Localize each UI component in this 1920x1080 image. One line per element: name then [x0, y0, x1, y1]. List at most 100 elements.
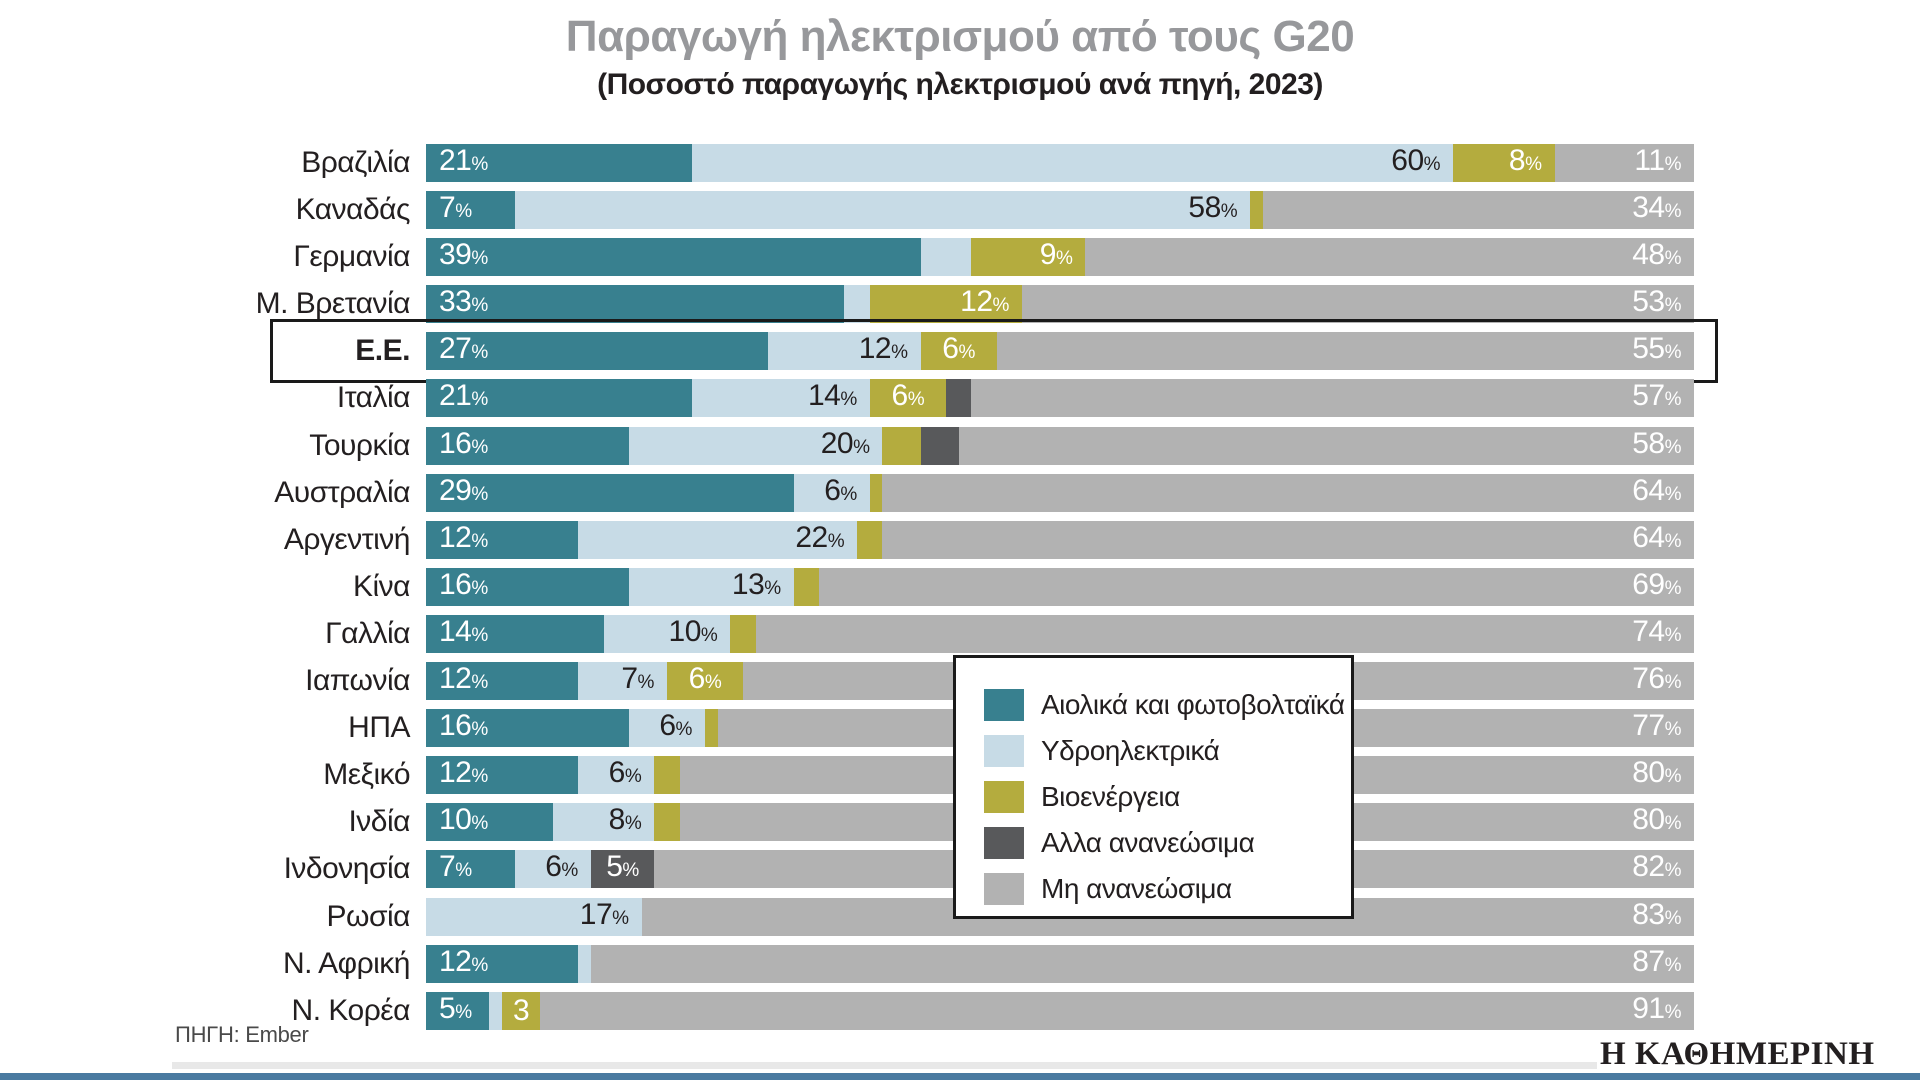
bar-row: Ρωσία 17% 83% — [156, 897, 1694, 936]
bar-row: Μεξικό 12% 6% 80% — [156, 756, 1694, 795]
bar-segment-hydro: 20% — [628, 426, 883, 465]
legend-item-hydro: Υδροηλεκτρικά — [984, 728, 1351, 774]
bar-segment-non-renewables: 91% — [540, 991, 1694, 1030]
country-label: Καναδάς — [295, 193, 411, 227]
bar-segment-bioenergy: 6% — [869, 379, 946, 418]
segment-value-label: 9% — [1039, 238, 1073, 272]
bar-segment-non-renewables: 87% — [590, 944, 1694, 983]
segment-value-label: 55% — [1632, 332, 1681, 366]
country-label: Ρωσία — [326, 899, 411, 933]
segment-value-label: 6% — [942, 332, 975, 366]
bar-segment-hydro: 60% — [692, 144, 1454, 182]
bar-segment-non-renewables: 48% — [1085, 238, 1694, 277]
bar-segment-bioenergy: 3 — [502, 991, 541, 1030]
bar-segment-hydro: 6% — [628, 709, 705, 748]
country-label: ΗΠΑ — [348, 711, 410, 745]
wind-solar-swatch-icon — [984, 689, 1024, 721]
segment-value-label: 7% — [621, 662, 654, 696]
bar-segment-wind-solar: 27% — [426, 332, 769, 371]
bar-segment-hydro: 7% — [578, 662, 667, 701]
bar-segment-wind-solar: 21% — [426, 379, 693, 418]
legend-label: Υδροηλεκτρικά — [1041, 735, 1220, 766]
chart-subtitle: (Ποσοστό παραγωγής ηλεκτρισμού ανά πηγή,… — [597, 68, 1323, 101]
segment-value-label: 6% — [688, 662, 722, 696]
segment-value-label: 16% — [439, 709, 488, 743]
segment-value-label: 64% — [1632, 473, 1681, 507]
country-label: Ιαπωνία — [305, 664, 410, 698]
segment-value-label: 33% — [439, 285, 488, 319]
segment-value-label: 12% — [439, 662, 488, 696]
bar-segment-wind-solar: 39% — [426, 238, 921, 277]
bar-segment-hydro — [578, 944, 591, 983]
segment-value-label: 5% — [606, 850, 639, 884]
segment-value-label: 5% — [439, 991, 472, 1025]
segment-value-label: 77% — [1632, 709, 1681, 743]
bioenergy-swatch-icon — [984, 781, 1024, 813]
country-label: Ν. Κορέα — [291, 993, 411, 1027]
bar-segment-bioenergy — [1250, 191, 1263, 230]
segment-value-label: 6% — [659, 709, 692, 743]
legend-label: Μη ανανεώσιμα — [1041, 873, 1232, 904]
stacked-bar: 39% 9% 48% — [426, 238, 1694, 277]
stacked-bar-chart: Βραζιλία 21% 60% 8% 11% Καναδάς 7% 58% 34% Γερμαν… — [156, 144, 1718, 1030]
country-label: Μ. Βρετανία — [255, 287, 411, 321]
bottom-accent-strip — [0, 1073, 1920, 1080]
bar-segment-wind-solar: 5% — [426, 991, 490, 1030]
bar-segment-wind-solar: 7% — [426, 191, 515, 230]
segment-value-label: 16% — [439, 567, 488, 601]
bar-segment-hydro: 8% — [552, 803, 655, 842]
bar-segment-non-renewables: 11% — [1554, 144, 1694, 182]
stacked-bar: 16% 13% 69% — [426, 567, 1694, 606]
segment-value-label: 74% — [1632, 614, 1681, 648]
bar-segment-bioenergy: 6% — [666, 662, 743, 701]
segment-value-label: 7% — [439, 191, 472, 225]
segment-value-label: 20% — [820, 426, 870, 460]
bar-segment-bioenergy — [869, 473, 883, 512]
legend-label: Βιοενέργεια — [1041, 781, 1180, 812]
segment-value-label: 27% — [439, 332, 488, 366]
legend-label: Αλλα ανανεώσιμα — [1041, 827, 1255, 858]
bar-segment-bioenergy — [654, 803, 680, 842]
country-label: Ε.Ε. — [355, 334, 410, 368]
bar-segment-hydro: 17% — [426, 897, 642, 936]
bar-segment-wind-solar: 7% — [426, 850, 515, 889]
segment-value-label: 6% — [545, 850, 578, 884]
bar-segment-hydro: 13% — [628, 567, 794, 606]
stacked-bar: 21% 60% 8% 11% — [426, 144, 1694, 182]
segment-value-label: 6% — [608, 756, 642, 790]
segment-value-label: 12% — [960, 285, 1009, 319]
segment-value-label: 10% — [668, 614, 718, 648]
stacked-bar: 29% 6% 64% — [426, 473, 1694, 512]
bar-segment-other-renewables — [945, 379, 972, 418]
segment-value-label: 53% — [1632, 285, 1681, 319]
bar-row: Ε.Ε. 27% 12% 6% 55% — [156, 319, 1718, 384]
segment-value-label: 12% — [439, 756, 488, 790]
segment-value-label: 34% — [1632, 191, 1681, 225]
legend-item-wind-solar: Αιολικά και φωτοβολταϊκά — [984, 682, 1351, 728]
bar-segment-non-renewables: 57% — [971, 379, 1694, 418]
segment-value-label: 22% — [795, 520, 845, 554]
bar-row: Ν. Αφρική 12% 87% — [156, 944, 1694, 983]
segment-value-label: 69% — [1632, 567, 1681, 601]
segment-value-label: 60% — [1391, 144, 1441, 177]
bar-segment-hydro: 6% — [793, 473, 870, 512]
segment-value-label: 12% — [439, 520, 488, 554]
stacked-bar: 5% 3 91% — [426, 991, 1694, 1030]
footer-divider — [172, 1062, 1597, 1069]
stacked-bar: 12% 87% — [426, 944, 1694, 983]
bar-segment-hydro: 14% — [692, 379, 870, 418]
segment-value-label: 14% — [808, 379, 857, 413]
bar-segment-other-renewables — [920, 426, 959, 465]
legend: Αιολικά και φωτοβολταϊκά Υδροηλεκτρικά Β… — [953, 655, 1354, 919]
country-label: Βραζιλία — [301, 146, 410, 179]
bar-row: Καναδάς 7% 58% 34% — [156, 191, 1694, 230]
segment-value-label: 64% — [1632, 520, 1681, 554]
bar-segment-hydro: 12% — [768, 332, 921, 371]
segment-value-label: 12% — [439, 944, 488, 978]
stacked-bar: 7% 58% 34% — [426, 191, 1694, 230]
bar-segment-wind-solar: 29% — [426, 473, 794, 512]
bar-segment-non-renewables: 64% — [882, 520, 1694, 559]
bar-segment-wind-solar: 12% — [426, 756, 579, 795]
bar-row: Βραζιλία 21% 60% 8% 11% — [156, 144, 1694, 182]
